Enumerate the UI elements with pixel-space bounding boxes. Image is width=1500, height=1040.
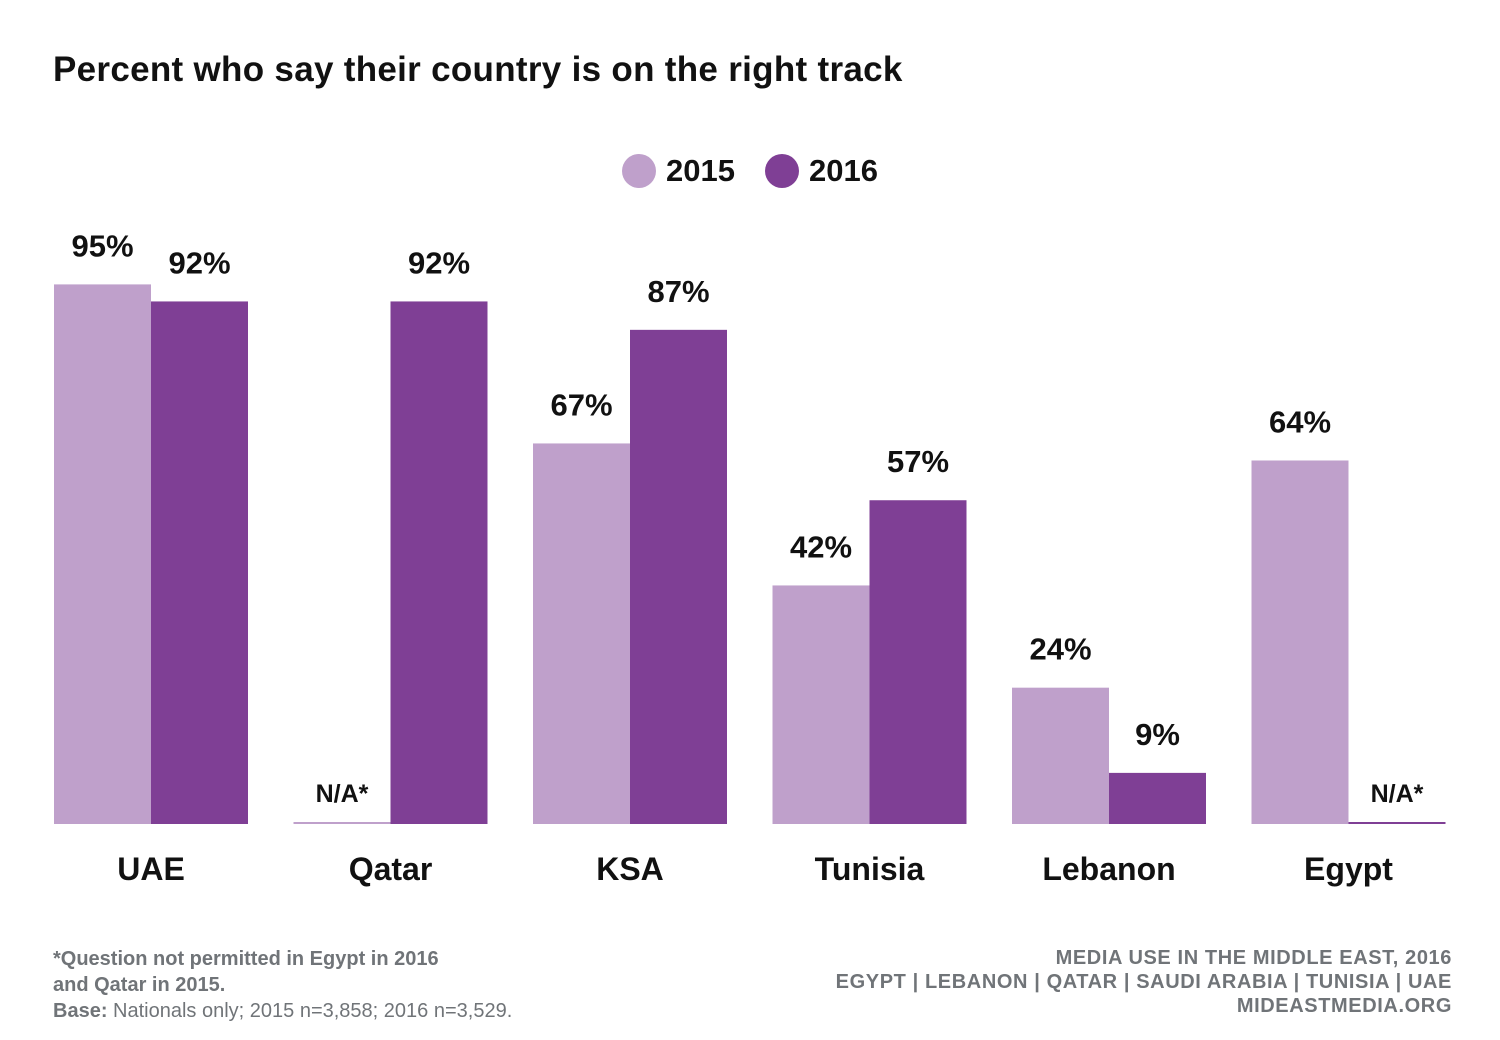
chart-title: Percent who say their country is on the … xyxy=(53,50,903,89)
legend-item-2016: 2016 xyxy=(765,153,878,189)
category-label-qatar: Qatar xyxy=(349,851,433,887)
data-label-qatar-2016: 92% xyxy=(408,245,470,280)
base-label: Base: xyxy=(53,1000,108,1022)
data-label-tunisia-2015: 42% xyxy=(790,529,852,564)
legend-label-2015: 2015 xyxy=(666,153,735,188)
data-label-ksa-2015: 67% xyxy=(550,387,612,422)
source-line-2: EGYPT | LEBANON | QATAR | SAUDI ARABIA |… xyxy=(835,971,1452,993)
footnote-base: Base: Nationals only; 2015 n=3,858; 2016… xyxy=(53,998,512,1024)
footnote: *Question not permitted in Egypt in 2016… xyxy=(53,946,512,1024)
source-line-1: MEDIA USE IN THE MIDDLE EAST, 2016 xyxy=(1055,947,1452,969)
category-label-egypt: Egypt xyxy=(1304,851,1393,887)
data-label-egypt-2016: N/A* xyxy=(1371,780,1424,808)
legend-swatch-2016 xyxy=(765,154,799,188)
data-label-ksa-2016: 87% xyxy=(647,274,709,309)
legend: 2015 2016 xyxy=(0,153,1500,189)
bar-egypt-2016 xyxy=(1348,822,1446,824)
data-label-lebanon-2015: 24% xyxy=(1029,632,1091,667)
data-label-uae-2016: 92% xyxy=(168,245,230,280)
bar-lebanon-2015 xyxy=(1012,687,1109,824)
bar-uae-2015 xyxy=(54,284,151,824)
data-label-qatar-2015: N/A* xyxy=(316,780,369,808)
bar-egypt-2015 xyxy=(1251,460,1349,824)
data-label-lebanon-2016: 9% xyxy=(1135,717,1180,752)
source-note: MEDIA USE IN THE MIDDLE EAST, 2016 EGYPT… xyxy=(836,946,1452,1018)
data-label-uae-2015: 95% xyxy=(71,228,133,263)
bar-ksa-2015 xyxy=(533,443,630,824)
category-label-tunisia: Tunisia xyxy=(815,851,925,887)
bar-tunisia-2015 xyxy=(772,585,870,824)
bar-uae-2016 xyxy=(151,301,248,824)
bar-tunisia-2016 xyxy=(869,500,967,824)
bar-qatar-2015 xyxy=(293,822,391,824)
legend-item-2015: 2015 xyxy=(622,153,735,189)
legend-label-2016: 2016 xyxy=(809,153,878,188)
bar-lebanon-2016 xyxy=(1109,772,1206,824)
legend-swatch-2015 xyxy=(622,154,657,188)
bar-chart: 95% 92% UAE N/A* 92% Qatar 67% 87% KSA 42% 57% Tuni… xyxy=(54,228,1446,887)
category-label-ksa: KSA xyxy=(596,851,664,887)
data-label-tunisia-2016: 57% xyxy=(887,444,949,479)
category-label-lebanon: Lebanon xyxy=(1042,851,1175,887)
footnote-line-1: *Question not permitted in Egypt in 2016 xyxy=(53,948,439,970)
bar-qatar-2016 xyxy=(390,301,488,824)
category-label-uae: UAE xyxy=(117,851,185,887)
source-line-3: MIDEASTMEDIA.ORG xyxy=(1236,995,1452,1017)
bar-ksa-2016 xyxy=(630,329,727,824)
footnote-line-2: and Qatar in 2015. xyxy=(53,974,226,996)
base-text: Nationals only; 2015 n=3,858; 2016 n=3,5… xyxy=(107,1000,513,1022)
data-label-egypt-2015: 64% xyxy=(1269,404,1331,439)
